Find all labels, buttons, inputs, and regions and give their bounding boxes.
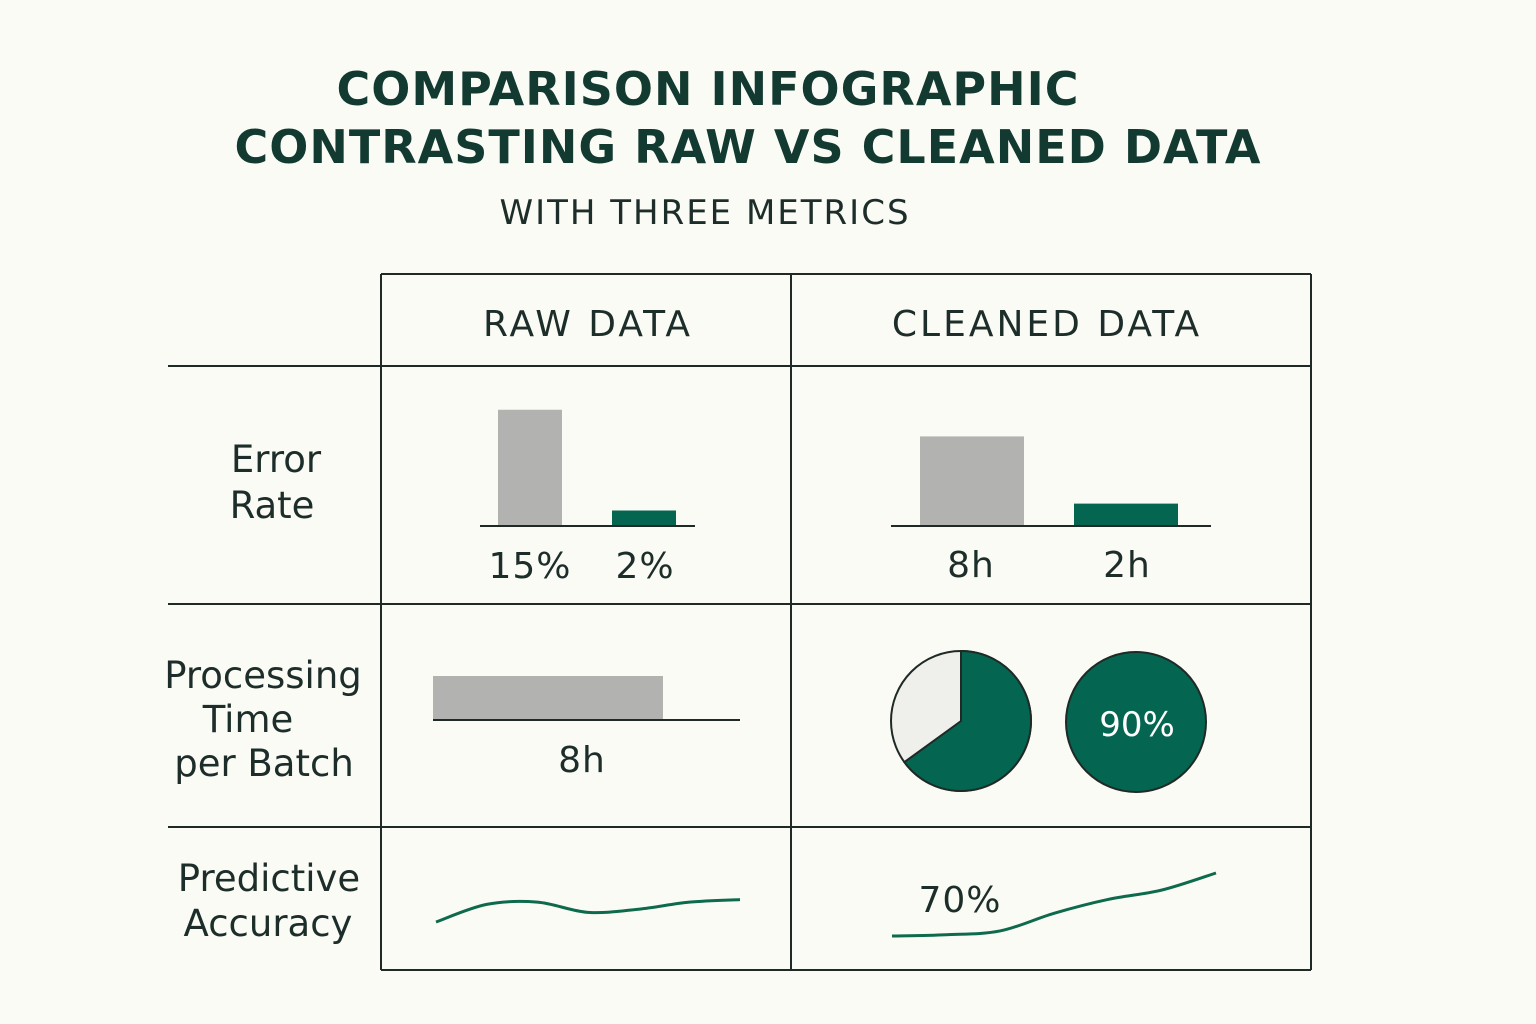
- row-label-accuracy-line2: Accuracy: [184, 902, 353, 945]
- data-label-error-raw-1: 15%: [488, 546, 571, 587]
- processing-raw-bar: [433, 676, 663, 719]
- title-line-1: COMPARISON INFOGRAPHIC: [336, 62, 1080, 116]
- data-label-processing-raw: 8h: [558, 740, 606, 781]
- data-label-error-cleaned-2: 2h: [1103, 545, 1151, 586]
- pie-1-slice: [902, 649, 1032, 792]
- processing-time-cleaned-pies: [890, 649, 1207, 793]
- row-label-processing-line2: Time: [202, 698, 294, 741]
- title-line-2: CONTRASTING RAW VS CLEANED DATA: [234, 120, 1262, 174]
- accuracy-line-cleaned: [891, 871, 1217, 938]
- processing-time-raw-chart: [433, 676, 663, 719]
- accuracy-line-raw: [435, 898, 741, 924]
- row-label-accuracy-line1: Predictive: [178, 857, 360, 900]
- error-rate-cleaned-chart: [920, 436, 1178, 526]
- error-cleaned-bar-1: [920, 436, 1024, 526]
- subtitle: WITH THREE METRICS: [499, 193, 911, 233]
- data-label-error-raw-2: 2%: [615, 546, 674, 587]
- row-label-processing-line1: Processing: [164, 654, 362, 697]
- row-label-processing-line3: per Batch: [174, 742, 354, 785]
- accuracy-cleaned-label: 70%: [918, 880, 1001, 921]
- table-grid: [168, 273, 1312, 971]
- column-header-cleaned: CLEANED DATA: [892, 304, 1202, 345]
- error-raw-bar-1: [498, 409, 562, 526]
- error-rate-raw-chart: [498, 409, 676, 526]
- pie-label-90: 90%: [1099, 705, 1175, 745]
- column-header-raw: RAW DATA: [483, 304, 693, 345]
- row-label-error-line2: Rate: [230, 484, 315, 527]
- data-label-error-cleaned-1: 8h: [947, 545, 995, 586]
- row-label-error-line1: Error: [231, 438, 322, 481]
- error-raw-bar-2: [612, 510, 676, 526]
- error-cleaned-bar-2: [1074, 503, 1178, 526]
- pie-2-full: [1065, 651, 1207, 793]
